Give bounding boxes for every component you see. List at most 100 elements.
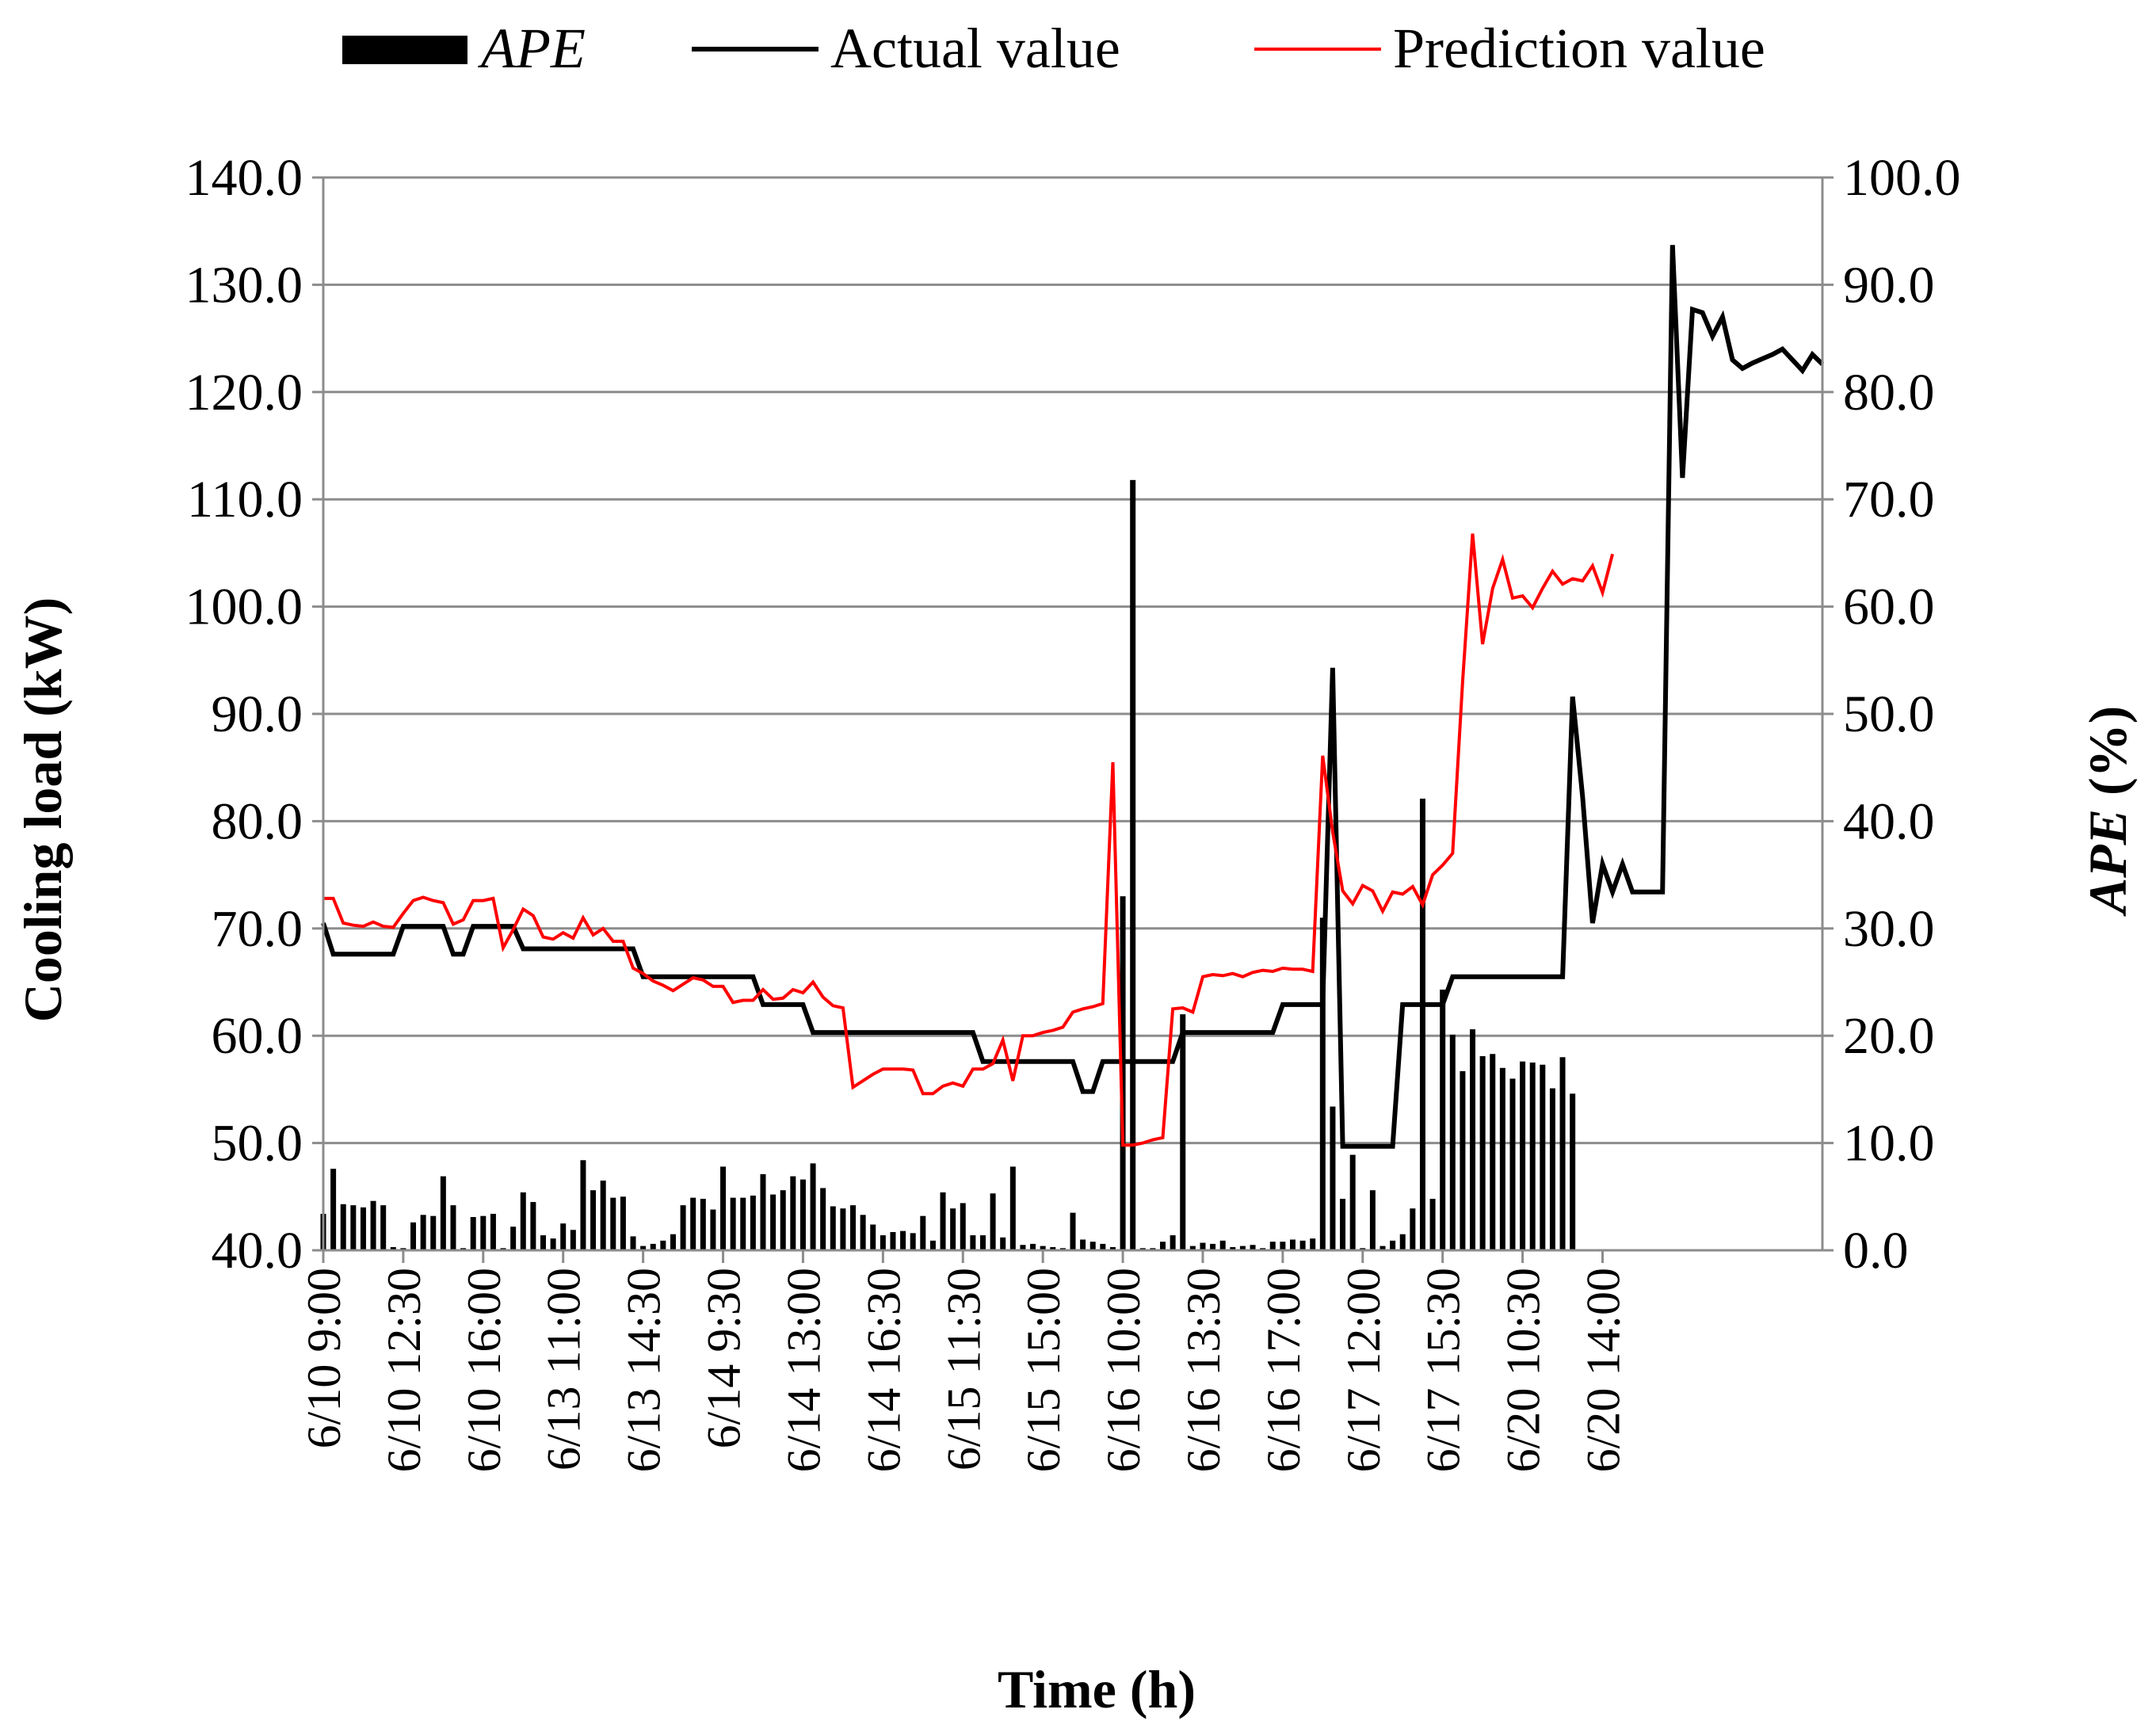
ape-bar xyxy=(1340,1199,1346,1250)
ape-bar xyxy=(880,1235,886,1250)
y-tick-label: 110.0 xyxy=(187,471,303,528)
ape-bar xyxy=(550,1238,556,1250)
ape-bar xyxy=(1419,798,1425,1250)
ape-bar xyxy=(1089,1242,1096,1250)
x-tick-label: 6/20 14:00 xyxy=(1578,1268,1630,1472)
y-tick-label: 140.0 xyxy=(185,149,303,207)
ape-bar xyxy=(929,1240,936,1250)
legend-label-ape: APE xyxy=(478,17,586,80)
ape-bar xyxy=(470,1217,476,1250)
ape-bar xyxy=(1319,918,1326,1250)
ape-bar xyxy=(380,1205,387,1250)
x-axis-title: Time (h) xyxy=(998,1659,1196,1719)
y-tick-label: 60.0 xyxy=(212,1007,303,1065)
ape-bar xyxy=(730,1197,736,1250)
ape-bar xyxy=(910,1233,916,1250)
y2-tick-label: 100.0 xyxy=(1843,149,1961,207)
ape-bar xyxy=(920,1215,926,1250)
ape-bar xyxy=(630,1236,636,1250)
x-tick-label: 6/16 13:30 xyxy=(1177,1268,1230,1472)
ape-bar xyxy=(510,1227,517,1250)
y2-axis-title: APE (%) xyxy=(2078,706,2138,918)
y-tick-label: 70.0 xyxy=(212,900,303,958)
ape-bar xyxy=(1120,896,1126,1250)
gridlines xyxy=(323,176,1822,1145)
y-tick-label: 100.0 xyxy=(185,578,303,636)
ape-bar xyxy=(1080,1239,1086,1250)
ape-bar xyxy=(900,1230,906,1250)
ape-bars xyxy=(320,479,1576,1250)
ape-bar xyxy=(1379,1246,1386,1250)
ape-bar xyxy=(660,1240,666,1250)
legend: APE Actual value Prediction value xyxy=(342,17,1765,80)
ape-bar xyxy=(490,1213,496,1250)
x-tick-label: 6/15 11:30 xyxy=(937,1268,990,1471)
y-tick-label: 80.0 xyxy=(212,792,303,850)
ape-bar xyxy=(1130,479,1136,1250)
series-lines xyxy=(321,245,1825,1149)
ape-bar xyxy=(740,1197,746,1250)
ape-bar xyxy=(1189,1246,1196,1250)
ape-bar xyxy=(720,1166,727,1250)
ape-bar xyxy=(1000,1237,1006,1250)
y2-tick-label: 40.0 xyxy=(1843,792,1935,850)
ape-bar xyxy=(560,1223,567,1250)
ape-bar xyxy=(1180,1014,1186,1250)
ape-bar xyxy=(690,1197,696,1250)
ape-bar xyxy=(1020,1245,1026,1250)
ape-bar xyxy=(1490,1054,1496,1250)
y2-tick-label: 10.0 xyxy=(1843,1115,1935,1173)
legend-swatch-ape xyxy=(342,36,467,64)
ape-bar xyxy=(1239,1246,1246,1250)
ape-bar xyxy=(810,1163,816,1250)
y-tick-label: 120.0 xyxy=(185,364,303,422)
ape-bar xyxy=(1479,1055,1486,1250)
ape-bar xyxy=(990,1193,996,1250)
ape-bar xyxy=(1399,1234,1406,1250)
x-tick-label: 6/10 12:30 xyxy=(378,1268,430,1472)
y-tick-label: 90.0 xyxy=(212,685,303,743)
ape-bar xyxy=(1529,1063,1536,1250)
ape-bar xyxy=(760,1173,766,1250)
y2-tick-label: 0.0 xyxy=(1843,1222,1909,1280)
y2-tick-label: 90.0 xyxy=(1843,256,1935,314)
axes xyxy=(312,176,1834,1263)
ape-bar xyxy=(1540,1064,1546,1250)
x-tick-label: 6/14 16:30 xyxy=(857,1268,910,1472)
ape-bar xyxy=(1330,1106,1336,1250)
ape-bar xyxy=(590,1190,597,1250)
ape-bar xyxy=(620,1196,626,1250)
ape-bar xyxy=(979,1235,986,1250)
ape-bar xyxy=(640,1246,647,1250)
ape-bar xyxy=(680,1205,686,1250)
ape-bar xyxy=(960,1203,966,1250)
ape-bar xyxy=(1280,1242,1286,1250)
ape-bar xyxy=(1470,1029,1476,1250)
ape-bar xyxy=(480,1215,487,1250)
ape-bar xyxy=(1369,1190,1376,1250)
actual-value-line xyxy=(321,245,1825,1149)
ape-bar xyxy=(390,1246,396,1250)
ape-bar xyxy=(940,1192,946,1250)
ape-bar xyxy=(360,1207,366,1250)
y2-tick-label: 30.0 xyxy=(1843,900,1935,958)
ape-bar xyxy=(700,1199,706,1250)
y-tick-label: 50.0 xyxy=(212,1115,303,1173)
y2-tick-label: 50.0 xyxy=(1843,685,1935,743)
y-axis-title: Cooling load (kW) xyxy=(13,597,73,1023)
x-tick-label: 6/16 17:00 xyxy=(1257,1268,1310,1472)
x-tick-label: 6/14 13:00 xyxy=(777,1268,830,1472)
ape-bar xyxy=(1009,1166,1016,1250)
y2-tick-label: 70.0 xyxy=(1843,471,1935,528)
ape-bar xyxy=(540,1235,546,1250)
ape-bar xyxy=(1050,1246,1056,1250)
ape-bar xyxy=(1030,1243,1036,1250)
ape-bar xyxy=(330,1169,337,1250)
ape-bar xyxy=(1349,1154,1356,1250)
ape-bar xyxy=(1100,1243,1106,1250)
ape-bar xyxy=(1449,1034,1456,1250)
ape-bar xyxy=(530,1202,536,1250)
x-tick-label: 6/17 12:00 xyxy=(1337,1268,1390,1472)
ape-bar xyxy=(1170,1235,1176,1250)
ape-bar xyxy=(1250,1245,1256,1250)
